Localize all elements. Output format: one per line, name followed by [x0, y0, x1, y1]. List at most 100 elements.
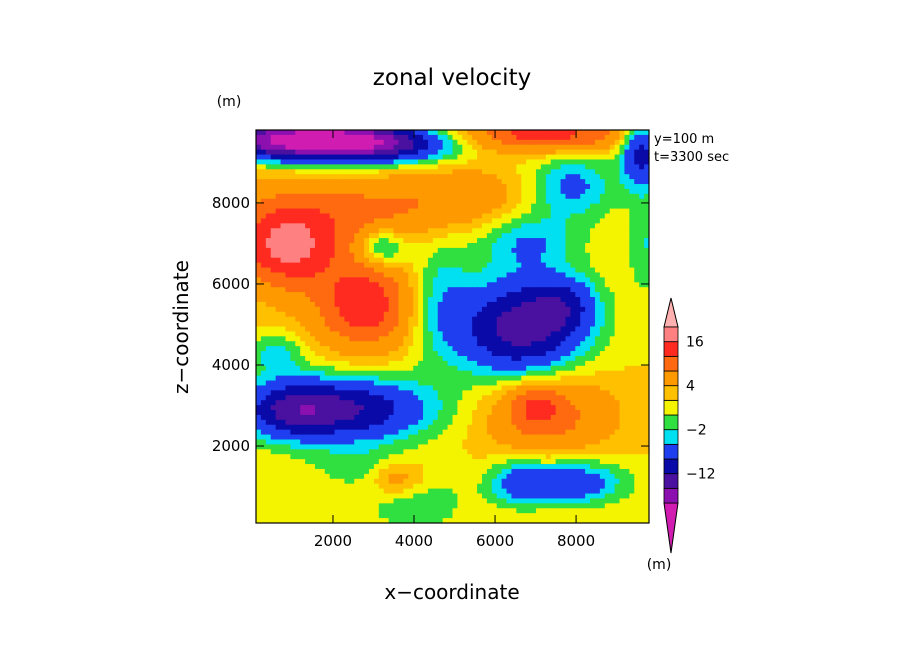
- contour-cell: [408, 218, 414, 224]
- contour-cell: [644, 390, 649, 396]
- contour-cell: [300, 277, 306, 283]
- contour-cell: [486, 292, 493, 298]
- contour-cell: [462, 242, 468, 249]
- contour-cell: [570, 341, 576, 347]
- contour-cell: [413, 193, 419, 200]
- contour-cell: [373, 223, 380, 229]
- contour-cell: [300, 385, 306, 391]
- contour-cell: [585, 365, 591, 372]
- contour-cell: [536, 375, 542, 382]
- contour-cell: [565, 326, 571, 333]
- contour-cell: [393, 188, 400, 195]
- contour-cell: [560, 184, 567, 190]
- contour-cell: [624, 292, 630, 298]
- contour-cell: [614, 301, 621, 308]
- contour-cell: [462, 130, 468, 136]
- contour-cell: [496, 252, 503, 259]
- contour-cell: [624, 213, 630, 220]
- contour-cell: [432, 208, 439, 215]
- contour-cell: [452, 159, 459, 165]
- contour-cell: [305, 341, 311, 347]
- contour-cell: [555, 351, 562, 357]
- contour-cell: [393, 247, 400, 254]
- contour-cell: [393, 292, 400, 298]
- contour-cell: [432, 149, 439, 156]
- contour-cell: [477, 282, 483, 288]
- contour-cell: [398, 424, 404, 431]
- contour-cell: [491, 223, 498, 229]
- contour-cell: [491, 346, 498, 352]
- contour-cell: [506, 164, 513, 170]
- contour-cell: [462, 149, 468, 156]
- contour-cell: [604, 351, 611, 357]
- contour-cell: [275, 292, 282, 298]
- contour-cell: [501, 360, 508, 367]
- contour-cell: [408, 321, 414, 328]
- contour-cell: [339, 375, 346, 382]
- contour-cell: [275, 267, 282, 274]
- contour-cell: [285, 287, 291, 293]
- contour-cell: [364, 149, 370, 156]
- contour-cell: [265, 390, 272, 396]
- contour-cell: [511, 424, 517, 431]
- contour-cell: [427, 385, 434, 391]
- contour-cell: [427, 218, 434, 224]
- contour-cell: [580, 130, 586, 136]
- contour-cell: [575, 134, 581, 141]
- contour-cell: [624, 351, 630, 357]
- contour-cell: [496, 130, 503, 136]
- contour-cell: [452, 257, 459, 264]
- contour-cell: [570, 316, 576, 323]
- contour-cell: [285, 351, 291, 357]
- contour-cell: [349, 380, 355, 387]
- contour-cell: [270, 179, 277, 185]
- contour-cell: [423, 223, 429, 229]
- contour-cell: [462, 287, 468, 293]
- contour-cell: [295, 213, 301, 220]
- contour-cell: [427, 154, 434, 161]
- contour-cell: [339, 306, 346, 313]
- contour-cell: [393, 341, 400, 347]
- contour-cell: [599, 169, 606, 175]
- contour-cell: [334, 424, 341, 431]
- contour-cell: [560, 193, 567, 200]
- contour-cell: [486, 169, 493, 175]
- contour-cell: [423, 321, 429, 328]
- contour-cell: [619, 287, 626, 293]
- contour-cell: [398, 434, 404, 441]
- contour-cell: [462, 169, 468, 175]
- contour-cell: [575, 149, 581, 156]
- contour-cell: [408, 297, 414, 303]
- contour-cell: [413, 159, 419, 165]
- contour-cell: [339, 400, 346, 406]
- contour-cell: [418, 282, 424, 288]
- contour-cell: [256, 238, 262, 244]
- contour-cell: [565, 242, 571, 249]
- contour-cell: [256, 385, 262, 391]
- contour-cell: [418, 297, 424, 303]
- contour-cell: [496, 385, 503, 391]
- contour-cell: [403, 179, 409, 185]
- contour-cell: [481, 149, 488, 156]
- contour-cell: [275, 262, 282, 269]
- contour-cell: [280, 213, 287, 220]
- contour-cell: [580, 336, 586, 342]
- contour-cell: [344, 144, 350, 151]
- contour-cell: [457, 169, 463, 175]
- contour-cell: [447, 287, 454, 293]
- contour-cell: [545, 198, 552, 205]
- contour-cell: [285, 375, 291, 382]
- contour-cell: [388, 282, 395, 288]
- contour-cell: [580, 395, 586, 401]
- contour-cell: [256, 326, 262, 333]
- contour-cell: [599, 375, 606, 382]
- contour-cell: [354, 306, 360, 313]
- contour-cell: [560, 164, 567, 170]
- contour-cell: [457, 134, 463, 141]
- contour-cell: [359, 247, 365, 254]
- contour-cell: [418, 292, 424, 298]
- contour-cell: [526, 262, 532, 269]
- contour-cell: [496, 306, 503, 313]
- contour-cell: [393, 301, 400, 308]
- contour-cell: [349, 306, 355, 313]
